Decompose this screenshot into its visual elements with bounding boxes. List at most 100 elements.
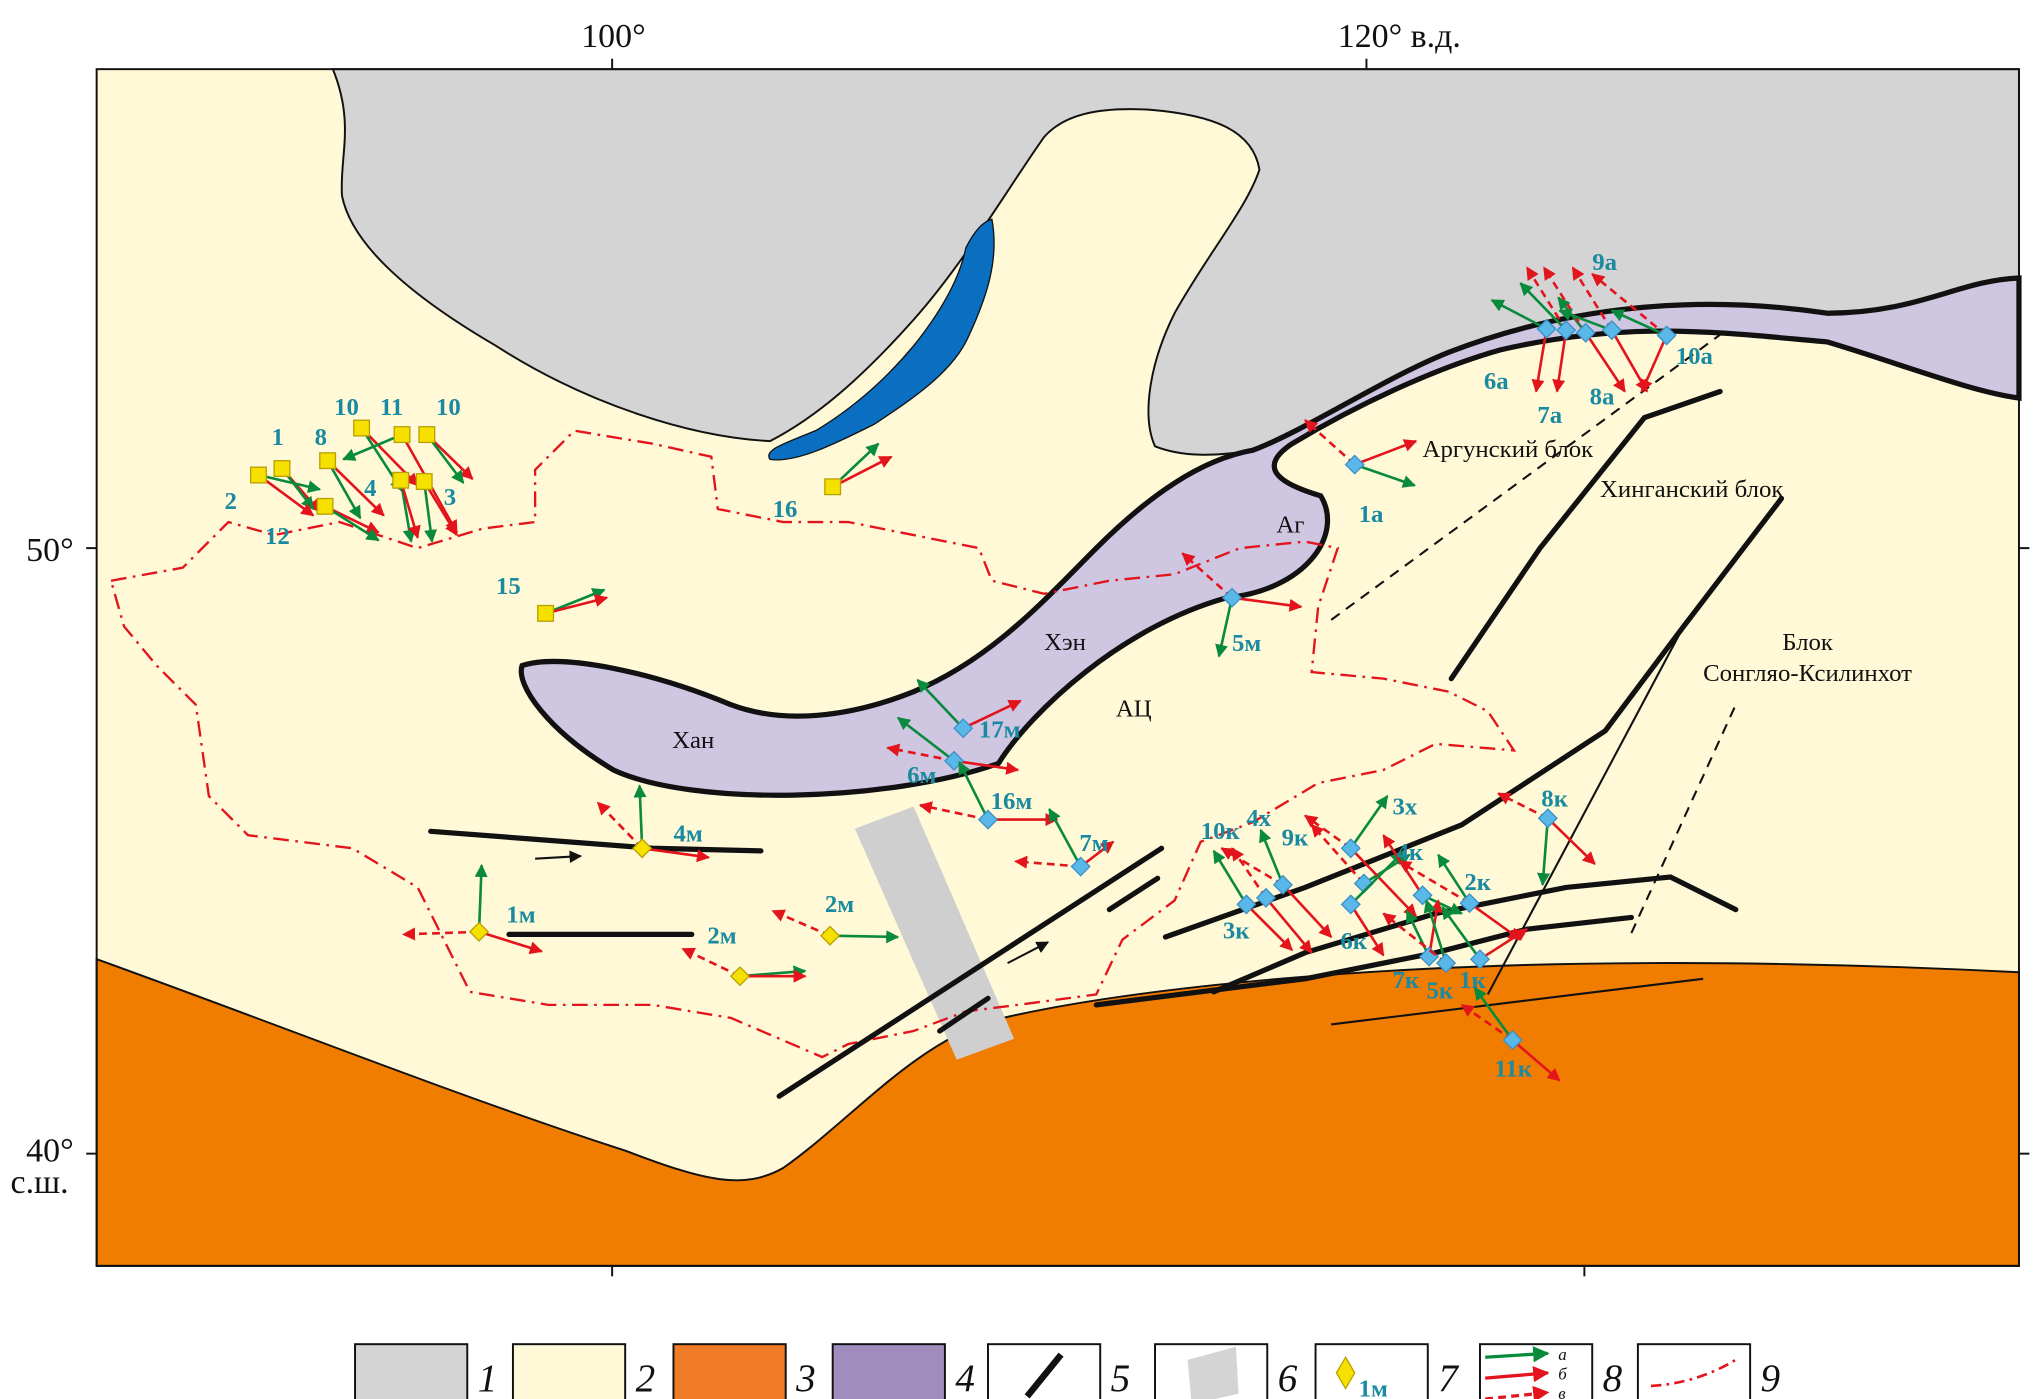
legend-number: 7 xyxy=(1438,1357,1459,1399)
site-14: 2м xyxy=(681,923,807,987)
legend-item-5: 5 xyxy=(987,1343,1131,1399)
red-arrow-icon xyxy=(1485,1365,1550,1383)
red-vector-arrow xyxy=(1546,817,1596,865)
lon-100-label: 100° xyxy=(581,18,645,55)
legend-item-2: 2 xyxy=(511,1343,656,1399)
green-vector-arrow xyxy=(1215,597,1234,658)
green-vector-arrow xyxy=(1537,818,1551,887)
site-diamond-icon xyxy=(729,966,751,987)
legend-item-3: 3 xyxy=(672,1343,816,1399)
red-dashed-arrow-icon xyxy=(1485,1385,1550,1399)
green-vector-arrow xyxy=(1349,851,1404,906)
region-khingan-block: Хинганский блок xyxy=(1600,476,1784,503)
red-dashed-vector-arrow xyxy=(681,947,741,978)
red-vector-arrow xyxy=(1281,883,1333,938)
site-square-icon xyxy=(353,419,371,437)
lon-120-label: 120° в.д. xyxy=(1338,18,1461,55)
fault-line xyxy=(1106,875,1161,913)
site-diamond-icon xyxy=(1656,325,1677,346)
site-label: 5к xyxy=(1426,977,1453,1004)
site-26: 3к xyxy=(1212,849,1293,951)
green-vector-arrow xyxy=(1048,807,1082,868)
site-diamond-icon xyxy=(1340,838,1361,859)
legend-letter-a: а xyxy=(1558,1345,1566,1364)
site-label: 11к xyxy=(1494,1056,1532,1083)
green-vector-arrow xyxy=(633,784,647,849)
site-label: 17м xyxy=(979,716,1021,743)
site-label: 6а xyxy=(1484,368,1509,395)
faults xyxy=(428,388,1785,1099)
site-9: 15 xyxy=(496,573,609,622)
green-vector-arrow xyxy=(1437,853,1471,904)
red-vector-arrow xyxy=(545,594,609,615)
site-label: 4м xyxy=(673,821,702,848)
legend-item-4: 4 xyxy=(831,1343,975,1399)
site-28: 4х xyxy=(1220,805,1333,938)
legend-number: 5 xyxy=(1111,1357,1131,1399)
fault-line xyxy=(1162,495,1785,940)
site-label: 1к xyxy=(1459,967,1486,994)
red-vector-arrow xyxy=(1231,596,1303,612)
map-frame xyxy=(95,68,2020,1267)
legend-number: 4 xyxy=(955,1357,975,1399)
region-ag: Аг xyxy=(1276,511,1304,538)
region-songliao-1: Блок xyxy=(1782,629,1834,656)
legend-letter-v: в xyxy=(1558,1384,1566,1399)
site-square-icon xyxy=(824,478,842,496)
site-label: 4 xyxy=(364,475,376,502)
green-vector-arrow xyxy=(1259,828,1285,886)
legend-number: 9 xyxy=(1761,1357,1781,1399)
site-label: 6м xyxy=(907,762,936,789)
site-1: 2 xyxy=(225,466,322,517)
legend-item-9: 9 xyxy=(1636,1343,1781,1399)
legend-item-7: 1м 7 xyxy=(1314,1343,1459,1399)
legend-swatch xyxy=(354,1343,469,1399)
site-label: 2м xyxy=(825,891,854,918)
site-25: 10а xyxy=(1591,273,1714,393)
green-vector-arrow xyxy=(342,433,403,461)
lat-50-label: 50° xyxy=(26,532,73,569)
site-30: 3х xyxy=(1304,793,1418,918)
green-vector-arrow xyxy=(1610,309,1668,337)
legend-item-1: 1 xyxy=(354,1343,497,1399)
red-vector-arrow xyxy=(1245,903,1293,951)
site-6: 10 xyxy=(418,394,474,484)
red-dashed-vector-arrow xyxy=(1591,273,1668,337)
site-label: 6к xyxy=(1340,928,1367,955)
green-arrow-icon xyxy=(1485,1346,1550,1363)
red-vector-arrow xyxy=(1427,899,1443,957)
fault-line xyxy=(1211,874,1739,995)
site-36: 2к xyxy=(1397,853,1522,941)
green-vector-arrow xyxy=(1490,299,1548,331)
legend-swatch xyxy=(831,1343,946,1399)
site-label: 10 xyxy=(334,394,359,421)
legend-site-example: 1м xyxy=(1359,1375,1388,1399)
green-vector-arrow xyxy=(324,505,380,542)
red-vector-arrow xyxy=(399,479,421,539)
legend-number: 2 xyxy=(636,1357,656,1399)
site-diamond-icon xyxy=(1556,320,1577,341)
green-vector-arrow xyxy=(545,588,606,615)
site-diamond-icon xyxy=(820,925,841,946)
site-label: 7к xyxy=(1393,967,1420,994)
dashed-boundary-line xyxy=(1330,331,1724,621)
green-vector-arrow xyxy=(830,930,900,944)
site-17: 16м xyxy=(918,760,1059,830)
site-diamond-icon xyxy=(468,921,490,942)
site-label: 3 xyxy=(444,484,456,511)
site-13: 2м xyxy=(771,891,900,946)
green-vector-arrow xyxy=(916,678,965,730)
site-20: 1а xyxy=(1304,419,1418,528)
red-vector-arrow xyxy=(962,699,1022,730)
gray-band-zone xyxy=(854,806,1015,1060)
site-label: 1а xyxy=(1359,501,1384,528)
legend-number: 6 xyxy=(1278,1357,1298,1399)
site-square-icon xyxy=(273,460,291,477)
red-vector-arrow xyxy=(326,459,385,517)
site-12: 1м xyxy=(402,863,543,955)
red-vector-arrow xyxy=(257,473,315,517)
site-diamond-icon xyxy=(1070,856,1091,877)
red-vector-arrow xyxy=(1349,847,1417,918)
site-37: 8к xyxy=(1497,786,1596,887)
site-diamond-icon xyxy=(632,838,653,859)
